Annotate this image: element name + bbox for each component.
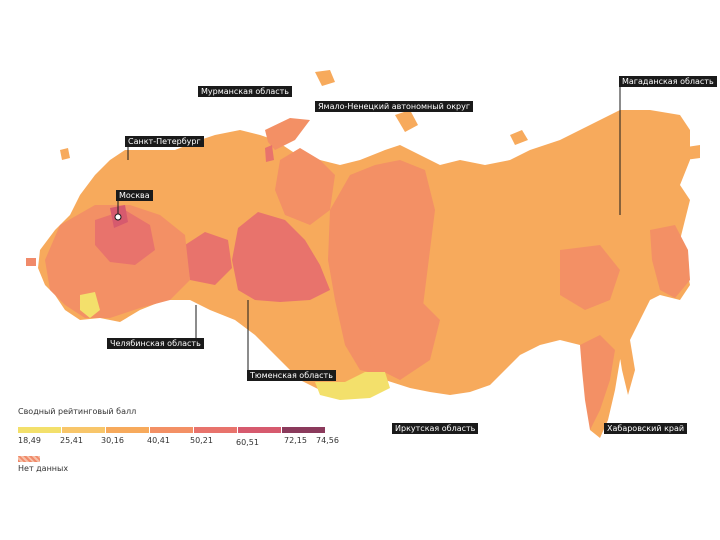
legend-tick: 18,49 — [18, 436, 41, 445]
region-yakutia-west — [560, 245, 620, 310]
legend-tick: 50,21 — [190, 436, 213, 445]
legend-tick: 60,51 — [236, 438, 259, 447]
region-irkutsk — [370, 300, 440, 380]
legend-swatch-4 — [150, 427, 193, 433]
island-wrangel — [680, 145, 700, 160]
callout-moscow: Москва — [116, 190, 153, 201]
island-new-siberian — [395, 110, 418, 132]
callout-magadan: Магаданская область — [619, 76, 717, 87]
legend-swatch-3 — [106, 427, 149, 433]
legend-tick: 72,15 — [284, 436, 307, 445]
region-yamal — [275, 148, 335, 225]
callout-murmansk: Мурманская область — [198, 86, 292, 97]
legend-nodata-label: Нет данных — [18, 464, 69, 473]
region-tyumen — [232, 212, 330, 302]
region-central-red — [95, 210, 155, 265]
callout-yamal: Ямало-Ненецкий автономный округ — [315, 101, 474, 112]
region-altai — [315, 372, 390, 400]
region-far-east-south — [580, 335, 615, 430]
region-crimea-nodata — [26, 258, 36, 266]
callout-chelyabinsk: Челябинская область — [107, 338, 204, 349]
legend-swatch-6 — [238, 427, 281, 433]
region-southwest-yellow — [80, 292, 100, 318]
legend-swatch-5 — [194, 427, 237, 433]
legend-swatch-1 — [18, 427, 61, 433]
island-north — [315, 70, 335, 86]
callout-khabarovsk: Хабаровский край — [604, 423, 688, 434]
island-sakhalin — [618, 330, 635, 395]
callout-irkutsk: Иркутская область — [392, 423, 479, 434]
moscow-marker — [114, 213, 122, 221]
legend-title: Сводный рейтинговый балл — [18, 407, 137, 416]
callout-tyumen: Тюменская область — [247, 370, 336, 381]
island-small-1 — [60, 148, 70, 160]
island-sea — [510, 130, 528, 145]
legend-color-scale — [18, 427, 326, 433]
legend-tick: 30,16 — [101, 436, 124, 445]
legend-tick: 74,56 — [316, 436, 339, 445]
region-komi — [185, 232, 232, 285]
legend-tick: 25,41 — [60, 436, 83, 445]
island-novaya-zemlya — [265, 118, 310, 150]
legend-swatch-2 — [62, 427, 105, 433]
region-kamchatka — [650, 225, 690, 298]
legend-swatch-7 — [282, 427, 325, 433]
island-small-2 — [265, 145, 274, 162]
legend-nodata-swatch — [18, 456, 40, 462]
legend-tick: 40,41 — [147, 436, 170, 445]
callout-spb: Санкт-Петербург — [125, 136, 204, 147]
